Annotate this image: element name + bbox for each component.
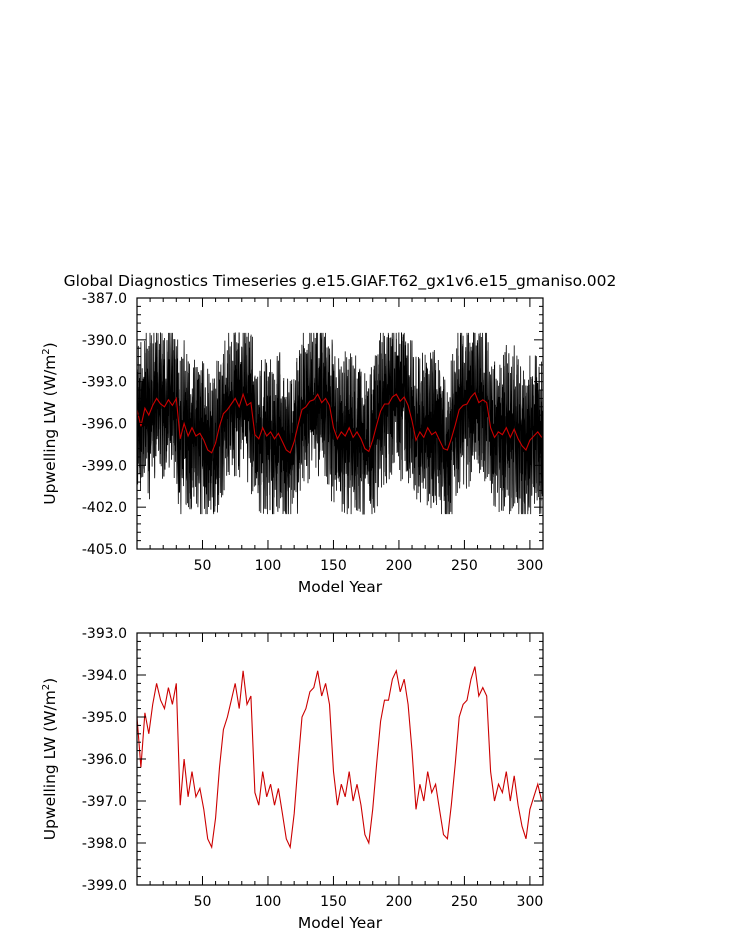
x-axis-label: Model Year bbox=[298, 578, 383, 596]
figure-title: Global Diagnostics Timeseries g.e15.GIAF… bbox=[64, 272, 617, 291]
y-tick-label: -390.0 bbox=[82, 333, 127, 349]
y-tick-label: -395.0 bbox=[82, 710, 127, 726]
y-tick-label: -396.0 bbox=[82, 417, 127, 433]
x-tick-label: 100 bbox=[255, 558, 282, 574]
y-axis-label: Upwelling LW (W/m2) bbox=[41, 678, 59, 841]
y-tick-label: -393.0 bbox=[82, 626, 127, 642]
x-axis-label: Model Year bbox=[298, 914, 383, 932]
x-tick-label: 150 bbox=[320, 558, 347, 574]
x-tick-label: 100 bbox=[255, 894, 282, 910]
annual-mean-line bbox=[136, 666, 543, 850]
x-tick-label: 300 bbox=[517, 894, 544, 910]
y-tick-labels: -405.0 -402.0 -399.0 -396.0 -393.0 -390.0 -387… bbox=[82, 291, 127, 558]
y-tick-label: -393.0 bbox=[82, 375, 127, 391]
y-tick-label: -405.0 bbox=[82, 542, 127, 558]
axis-ticks bbox=[136, 632, 544, 886]
y-tick-label: -398.0 bbox=[82, 836, 127, 852]
lower-panel: 50 100 150 200 250 300 -399.0 -398.0 -397.0 -396… bbox=[41, 626, 544, 932]
x-tick-label: 250 bbox=[451, 894, 478, 910]
y-tick-label: -394.0 bbox=[82, 668, 127, 684]
y-tick-label: -397.0 bbox=[82, 794, 127, 810]
x-tick-label: 50 bbox=[194, 558, 212, 574]
annual-mean-series bbox=[136, 666, 543, 850]
x-tick-label: 300 bbox=[517, 558, 544, 574]
y-tick-labels: -399.0 -398.0 -397.0 -396.0 -395.0 -394.0 -393… bbox=[82, 626, 127, 894]
x-tick-label: 250 bbox=[451, 558, 478, 574]
y-tick-label: -396.0 bbox=[82, 752, 127, 768]
plot-frame bbox=[136, 297, 544, 550]
x-tick-label: 150 bbox=[320, 894, 347, 910]
upper-panel: 50 100 150 200 250 300 -405.0 -402.0 -399.0 -396… bbox=[41, 291, 544, 596]
x-tick-label: 200 bbox=[386, 558, 413, 574]
plot-frame bbox=[136, 632, 544, 886]
y-tick-label: -399.0 bbox=[82, 878, 127, 894]
annual-mean-line bbox=[136, 391, 543, 454]
annual-mean-series bbox=[136, 391, 543, 454]
x-tick-labels: 50 100 150 200 250 300 bbox=[194, 558, 544, 574]
axis-ticks bbox=[136, 297, 544, 550]
x-tick-label: 200 bbox=[386, 894, 413, 910]
y-tick-label: -402.0 bbox=[82, 500, 127, 516]
x-tick-labels: 50 100 150 200 250 300 bbox=[194, 894, 544, 910]
y-tick-label: -387.0 bbox=[82, 291, 127, 307]
monthly-series-line bbox=[136, 332, 544, 515]
x-tick-label: 50 bbox=[194, 894, 212, 910]
y-axis-label: Upwelling LW (W/m2) bbox=[41, 342, 59, 505]
y-tick-label: -399.0 bbox=[82, 458, 127, 474]
monthly-series bbox=[136, 332, 544, 515]
